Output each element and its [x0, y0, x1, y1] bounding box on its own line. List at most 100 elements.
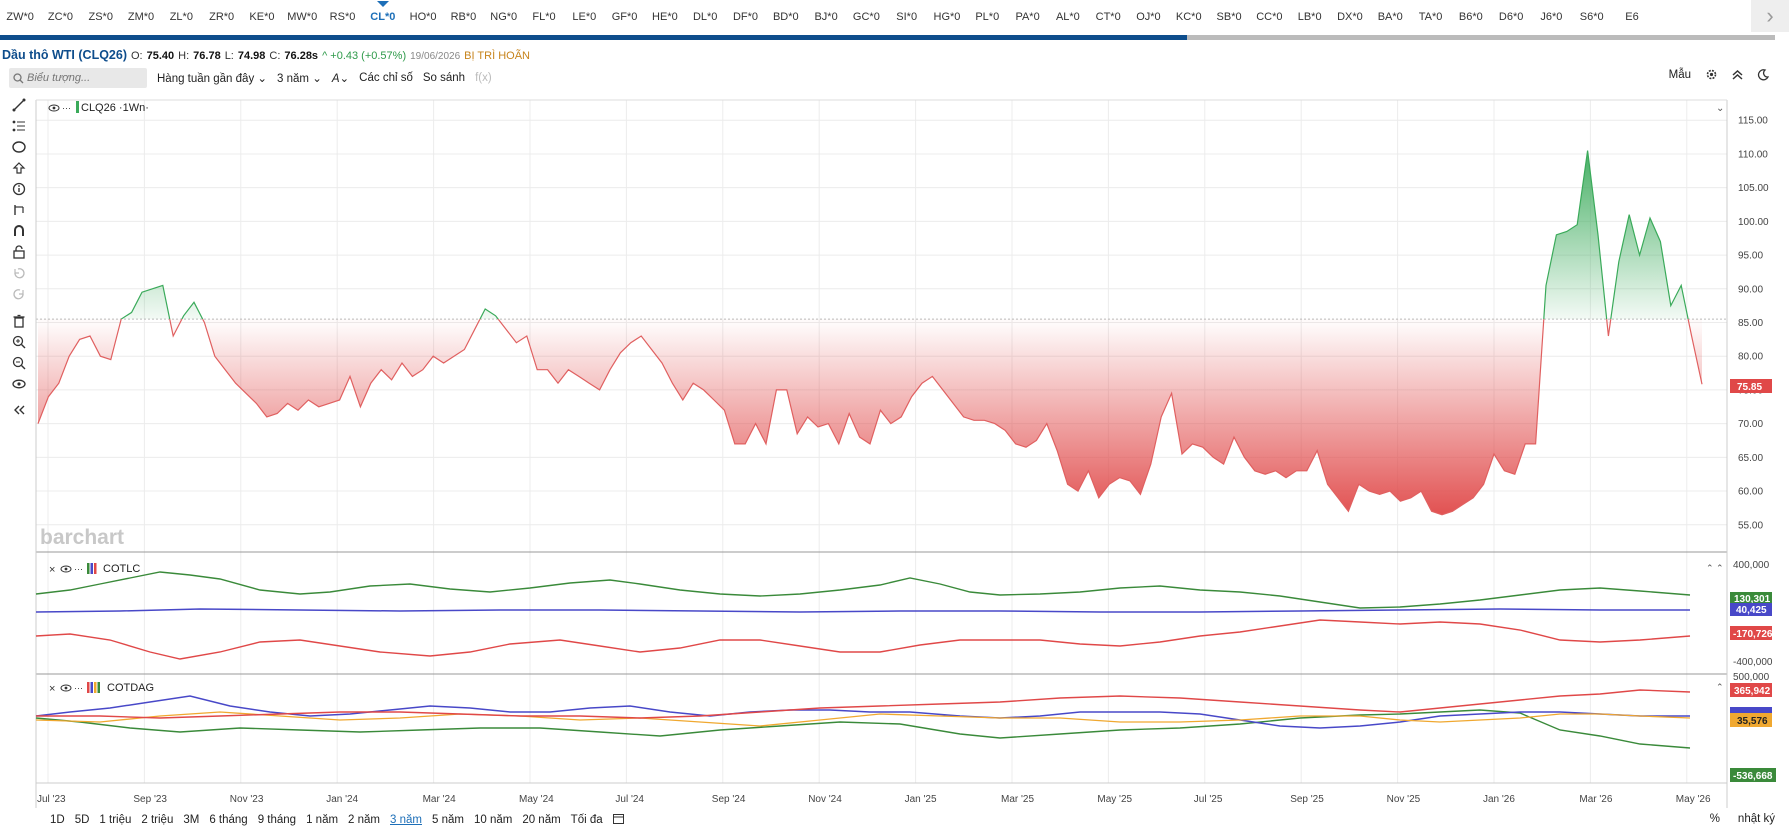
- timeframe-button[interactable]: 6 tháng: [209, 814, 248, 826]
- timeframe-button[interactable]: 1D: [50, 814, 65, 826]
- calendar-icon[interactable]: [612, 813, 624, 827]
- timeframe-button[interactable]: 2 triệu: [141, 814, 174, 826]
- range-select[interactable]: 3 năm ⌄: [277, 71, 322, 85]
- compare-button[interactable]: So sánh: [422, 72, 466, 84]
- symbol-tab[interactable]: FL*0: [532, 11, 556, 23]
- symbol-tab[interactable]: GC*0: [852, 11, 880, 23]
- symbol-tab[interactable]: TA*0: [1418, 11, 1443, 23]
- interval-select[interactable]: Hàng tuần gần đây ⌄: [157, 71, 267, 85]
- symbol-tab[interactable]: SB*0: [1216, 11, 1242, 23]
- zoom-in-icon[interactable]: [9, 332, 29, 352]
- symbol-tab[interactable]: BJ*0: [814, 11, 838, 23]
- trash-icon[interactable]: [9, 311, 29, 331]
- symbol-tab[interactable]: DL*0: [692, 11, 718, 23]
- collapse-up-icon[interactable]: [1732, 69, 1743, 81]
- more-icon[interactable]: ···: [62, 103, 71, 113]
- shape-tool-icon[interactable]: [9, 137, 29, 157]
- eye-icon[interactable]: [9, 374, 29, 394]
- timeframe-button[interactable]: 2 năm: [348, 814, 381, 826]
- symbol-scrollbar[interactable]: [0, 35, 1775, 40]
- dark-mode-icon[interactable]: [1757, 68, 1769, 81]
- symbol-tab[interactable]: SI*0: [896, 11, 918, 23]
- symbol-tab[interactable]: S6*0: [1579, 11, 1604, 23]
- symbol-tab[interactable]: ZR*0: [209, 11, 235, 23]
- timeframe-button[interactable]: 3 năm: [390, 814, 422, 826]
- studies-button[interactable]: Các chỉ số: [359, 72, 413, 84]
- symbol-tab[interactable]: B6*0: [1458, 11, 1483, 23]
- symbol-tab[interactable]: BD*0: [772, 11, 799, 23]
- symbol-tab[interactable]: RB*0: [450, 11, 477, 23]
- collapse-sidebar-icon[interactable]: [9, 400, 29, 420]
- symbol-tab[interactable]: D6*0: [1498, 11, 1524, 23]
- symbol-tab[interactable]: ZS*0: [88, 11, 113, 23]
- symbol-tab[interactable]: LB*0: [1297, 11, 1322, 23]
- symbol-tab[interactable]: GF*0: [611, 11, 638, 23]
- more-icon[interactable]: ···: [74, 564, 83, 574]
- symbol-tab[interactable]: PL*0: [975, 11, 1000, 23]
- symbol-tab[interactable]: RS*0: [329, 11, 356, 23]
- timeframe-button[interactable]: 5 năm: [431, 814, 464, 826]
- symbol-tab[interactable]: HG*0: [933, 11, 961, 23]
- symbol-search[interactable]: [9, 68, 147, 88]
- symbol-tab[interactable]: NG*0: [490, 11, 518, 23]
- symbol-tab[interactable]: KE*0: [249, 11, 275, 23]
- close-icon[interactable]: ×: [49, 564, 55, 576]
- timeframe-button[interactable]: 9 tháng: [257, 814, 297, 826]
- undo-icon[interactable]: [9, 263, 29, 283]
- symbol-tab[interactable]: ZM*0: [127, 11, 155, 23]
- pane-collapse-icon[interactable]: ⌃: [1716, 682, 1724, 692]
- symbol-tab[interactable]: HE*0: [652, 11, 678, 23]
- fib-tool-icon[interactable]: [9, 116, 29, 136]
- timeframe-button[interactable]: Tối đa: [570, 814, 603, 826]
- drawing-select[interactable]: A⌄: [332, 71, 349, 85]
- symbol-tab[interactable]: LE*0: [572, 11, 597, 23]
- zoom-out-icon[interactable]: [9, 353, 29, 373]
- timeframe-button[interactable]: 1 năm: [306, 814, 339, 826]
- log-scale-button[interactable]: nhật ký: [1737, 813, 1775, 825]
- close-icon[interactable]: ×: [49, 683, 55, 695]
- symbol-tab[interactable]: DF*0: [732, 11, 759, 23]
- symbol-tab[interactable]: DX*0: [1337, 11, 1363, 23]
- percent-scale-button[interactable]: %: [1709, 813, 1720, 825]
- chevron-down-icon[interactable]: ⌄: [1716, 103, 1724, 114]
- fx-button[interactable]: f(x): [475, 72, 492, 84]
- cotlc-legend[interactable]: × ··· COTLC: [49, 563, 140, 576]
- symbol-search-input[interactable]: [27, 72, 137, 84]
- symbol-tab[interactable]: CC*0: [1256, 11, 1283, 23]
- symbol-tab[interactable]: PA*0: [1015, 11, 1040, 23]
- symbol-tab[interactable]: E6: [1625, 11, 1639, 23]
- pane-collapse-icon[interactable]: ⌃ ⌃: [1706, 563, 1724, 573]
- symbol-tab[interactable]: ZC*0: [47, 11, 73, 23]
- symbol-tab[interactable]: J6*0: [1540, 11, 1563, 23]
- timeframe-button[interactable]: 1 triệu: [99, 814, 132, 826]
- symbol-tab[interactable]: KC*0: [1175, 11, 1202, 23]
- timeframe-button[interactable]: 20 năm: [522, 814, 561, 826]
- symbol-tab[interactable]: ZL*0: [169, 11, 193, 23]
- magnet-icon[interactable]: [9, 221, 29, 241]
- scrollbar-thumb[interactable]: [0, 35, 1187, 40]
- measure-tool-icon[interactable]: [9, 200, 29, 220]
- symbol-tab[interactable]: ZW*0: [6, 11, 34, 23]
- symbol-tab[interactable]: AL*0: [1055, 11, 1080, 23]
- eye-icon[interactable]: [60, 565, 72, 573]
- timeframe-button[interactable]: 3M: [183, 814, 200, 826]
- symbol-tab[interactable]: MW*0: [287, 11, 318, 23]
- timeframe-button[interactable]: 5D: [74, 814, 90, 826]
- timeframe-button[interactable]: 10 năm: [473, 814, 513, 826]
- eye-icon[interactable]: [48, 104, 60, 112]
- line-tool-icon[interactable]: [9, 95, 29, 115]
- symbol-tab[interactable]: OJ*0: [1136, 11, 1161, 23]
- redo-icon[interactable]: [9, 284, 29, 304]
- lock-icon[interactable]: [9, 242, 29, 262]
- eye-icon[interactable]: [60, 684, 72, 692]
- symbol-tab[interactable]: CL*0: [363, 11, 403, 23]
- symbol-tab[interactable]: CT*0: [1095, 11, 1121, 23]
- main-pane-legend[interactable]: ··· CLQ26 ·1Wn·: [48, 101, 149, 114]
- template-button[interactable]: Mẫu: [1668, 68, 1691, 81]
- symbol-tab[interactable]: HO*0: [409, 11, 437, 23]
- cotdag-legend[interactable]: × ··· COTDAG: [49, 682, 154, 695]
- arrow-tool-icon[interactable]: [9, 158, 29, 178]
- more-icon[interactable]: ···: [74, 683, 83, 693]
- gear-icon[interactable]: [1705, 68, 1718, 81]
